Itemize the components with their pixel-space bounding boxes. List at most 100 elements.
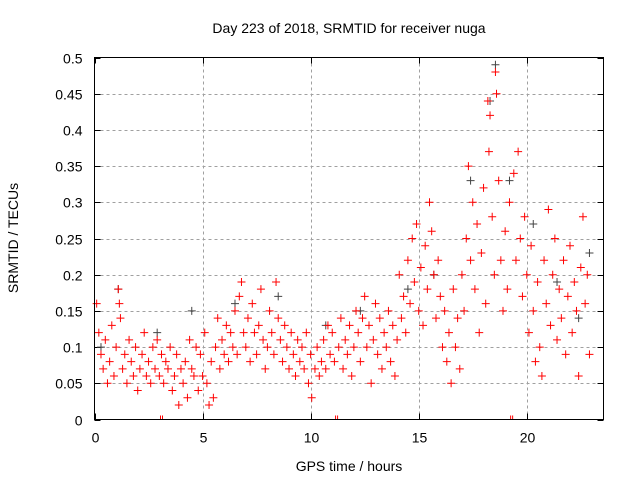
- data-point-primary: [239, 328, 248, 337]
- data-point-primary: [235, 292, 244, 301]
- ticks: 0 0.05 0.1 0.15 0.2 0.25 0.3 0.35 0.4 0.45 0.5 0 5 10…: [55, 51, 604, 446]
- data-point-primary: [133, 386, 142, 395]
- y-tick-label: 0.2: [63, 268, 83, 284]
- data-point-primary: [307, 393, 316, 402]
- data-point-primary: [135, 364, 144, 373]
- data-point-primary: [151, 364, 160, 373]
- data-point-secondary: [96, 343, 105, 352]
- data-point-primary: [503, 285, 512, 294]
- data-point-primary: [304, 379, 313, 388]
- data-point-primary: [256, 285, 265, 294]
- data-point-primary: [179, 379, 188, 388]
- data-point-primary: [345, 321, 354, 330]
- data-point-primary: [468, 198, 477, 207]
- data-point-primary: [457, 270, 466, 279]
- data-point-primary: [116, 314, 125, 323]
- data-point-primary: [127, 357, 136, 366]
- data-point-primary: [233, 350, 242, 359]
- data-point-secondary: [153, 328, 162, 337]
- data-point-primary: [570, 277, 579, 286]
- y-tick-label: 0.05: [55, 376, 82, 392]
- data-point-primary: [451, 343, 460, 352]
- data-point-primary: [319, 335, 328, 344]
- data-point-primary: [163, 364, 172, 373]
- data-point-primary: [548, 270, 557, 279]
- data-point-primary: [341, 335, 350, 344]
- data-point-primary: [224, 357, 233, 366]
- data-point-primary: [520, 212, 529, 221]
- data-point-primary: [386, 357, 395, 366]
- data-point-primary: [343, 350, 352, 359]
- data-point-primary: [215, 364, 224, 373]
- data-point-primary: [120, 350, 129, 359]
- data-point-primary: [490, 270, 499, 279]
- data-point-primary: [574, 372, 583, 381]
- y-tick-label: 0.45: [55, 87, 82, 103]
- data-point-primary: [509, 169, 518, 178]
- data-point-primary: [99, 364, 108, 373]
- data-point-primary: [531, 357, 540, 366]
- data-point-primary: [565, 241, 574, 250]
- data-point-primary: [300, 364, 309, 373]
- data-point-primary: [440, 306, 449, 315]
- data-point-primary: [328, 328, 337, 337]
- data-point-primary: [280, 321, 289, 330]
- data-point-primary: [237, 277, 246, 286]
- data-point-primary: [323, 321, 332, 330]
- data-point-primary: [384, 306, 393, 315]
- data-point-primary: [222, 321, 231, 330]
- data-point-primary: [166, 343, 175, 352]
- data-point-primary: [297, 343, 306, 352]
- data-point-primary: [339, 364, 348, 373]
- data-point-primary: [550, 234, 559, 243]
- data-point-primary: [382, 343, 391, 352]
- data-point-primary: [362, 343, 371, 352]
- data-point-primary: [453, 314, 462, 323]
- data-point-primary: [408, 234, 417, 243]
- data-point-primary: [291, 372, 300, 381]
- data-point-primary: [483, 96, 492, 105]
- data-point-primary: [380, 328, 389, 337]
- data-point-primary: [246, 357, 255, 366]
- data-point-primary: [160, 415, 164, 420]
- data-point-primary: [289, 350, 298, 359]
- data-point-primary: [285, 364, 294, 373]
- data-point-primary: [397, 314, 406, 323]
- data-point-primary: [194, 386, 203, 395]
- grid: [94, 57, 604, 420]
- data-point-primary: [369, 335, 378, 344]
- data-point-primary: [174, 401, 183, 410]
- data-point-primary: [107, 321, 116, 330]
- data-point-primary: [321, 364, 330, 373]
- data-point-primary: [442, 357, 451, 366]
- data-point-primary: [479, 183, 488, 192]
- y-tick-label: 0.5: [63, 51, 83, 67]
- data-point-primary: [576, 263, 585, 272]
- data-point-primary: [252, 350, 261, 359]
- data-point-primary: [115, 299, 124, 308]
- data-point-primary: [356, 357, 365, 366]
- data-point-primary: [310, 364, 319, 373]
- data-point-primary: [334, 343, 343, 352]
- data-point-primary: [274, 314, 283, 323]
- data-point-primary: [276, 335, 285, 344]
- data-point-primary: [101, 335, 110, 344]
- data-point-primary: [306, 350, 315, 359]
- data-point-primary: [393, 335, 402, 344]
- x-tick-label: 15: [412, 430, 428, 446]
- data-point-secondary: [585, 248, 594, 257]
- data-point-primary: [377, 364, 386, 373]
- data-point-secondary: [491, 60, 500, 69]
- data-point-primary: [533, 277, 542, 286]
- data-point-primary: [272, 277, 281, 286]
- data-point-primary: [148, 343, 157, 352]
- data-point-primary: [330, 357, 339, 366]
- data-point-primary: [263, 343, 272, 352]
- data-point-primary: [161, 357, 170, 366]
- data-point-primary: [360, 292, 369, 301]
- data-point-primary: [581, 299, 590, 308]
- data-point-primary: [220, 350, 229, 359]
- data-point-primary: [243, 314, 252, 323]
- data-point-primary: [436, 292, 445, 301]
